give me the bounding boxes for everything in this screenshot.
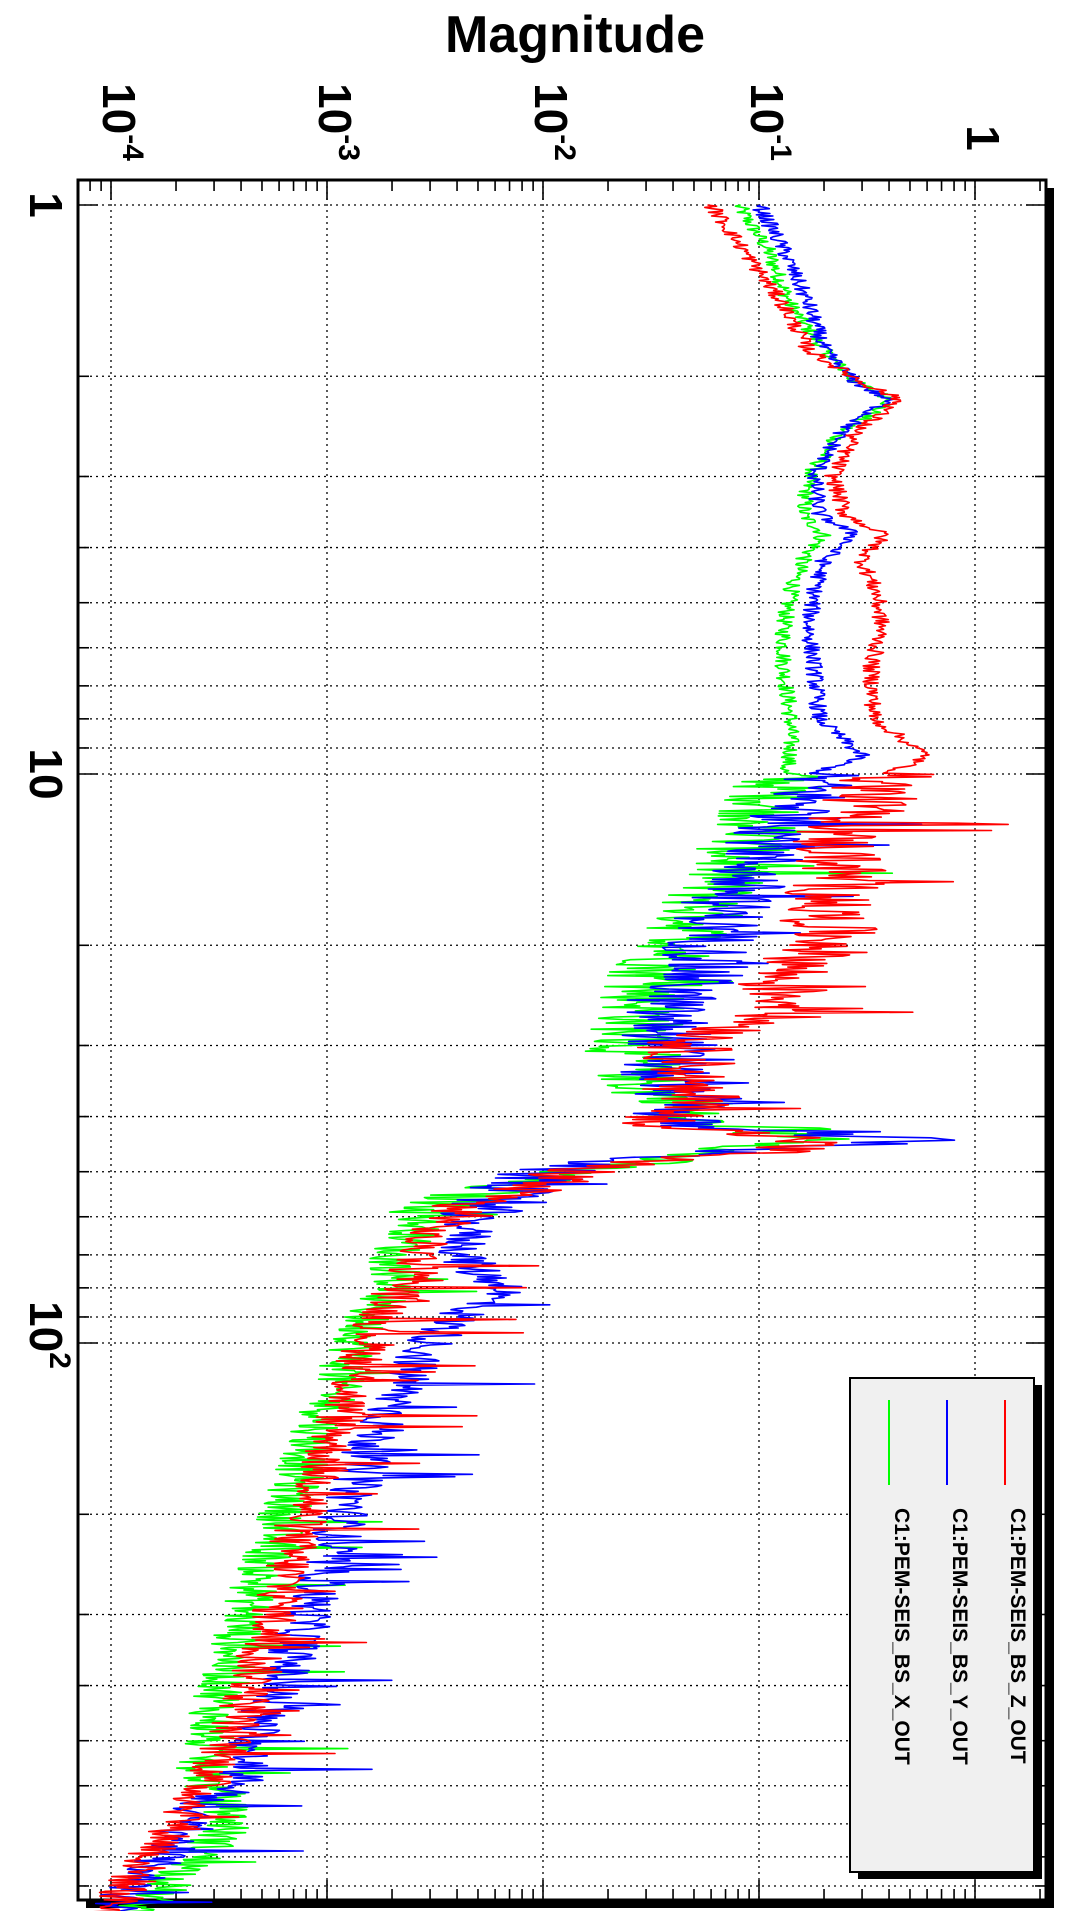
x-tick-labels: 1 10 102 <box>20 192 76 1369</box>
y-tick-label-text: 10-4 <box>93 83 149 161</box>
y-tick-label: 10-3 <box>309 83 365 161</box>
y-tick-label-exponent: -2 <box>548 134 581 161</box>
grid-lines <box>78 180 1046 1900</box>
x-tick-label-text: 1 <box>20 192 72 218</box>
y-tick-label: 1 <box>957 125 1009 151</box>
legend-entry: C1:PEM-SEIS_BS_X_OUT <box>890 1508 913 1765</box>
legend: C1:PEM-SEIS_BS_Z_OUT C1:PEM-SEIS_BS_Y_OUT… <box>849 1377 1042 1879</box>
axis-ticks <box>78 180 1046 1900</box>
y-tick-label-text: 10-1 <box>741 83 797 161</box>
x-tick-label: 1 <box>20 192 72 218</box>
y-tick-label: 10-4 <box>93 83 149 161</box>
legend-label: C1:PEM-SEIS_BS_X_OUT <box>890 1508 913 1765</box>
legend-label: C1:PEM-SEIS_BS_Z_OUT <box>1006 1508 1029 1764</box>
y-tick-label-exponent: -1 <box>764 134 797 161</box>
legend-label: C1:PEM-SEIS_BS_Y_OUT <box>948 1508 971 1765</box>
y-tick-label-text: 10-3 <box>309 83 365 161</box>
x-tick-label-exponent: 2 <box>43 1352 76 1369</box>
y-tick-label: 10-1 <box>741 83 797 161</box>
x-tick-label: 102 <box>20 1301 76 1369</box>
x-tick-label: 10 <box>20 748 72 799</box>
legend-entry: C1:PEM-SEIS_BS_Y_OUT <box>948 1508 971 1765</box>
y-axis-title: Magnitude <box>445 6 705 64</box>
series-line-C1:PEM-SEIS_BS_Z_OUT <box>93 204 1010 1911</box>
series-layer <box>93 204 1010 1911</box>
y-tick-label-text: 1 <box>957 125 1009 151</box>
legend-box <box>849 1377 1035 1873</box>
y-tick-label-text: 10-2 <box>525 83 581 161</box>
y-tick-label-exponent: -3 <box>332 134 365 161</box>
y-tick-label-exponent: -4 <box>116 134 149 161</box>
legend-entry: C1:PEM-SEIS_BS_Z_OUT <box>1006 1508 1029 1764</box>
y-tick-label: 10-2 <box>525 83 581 161</box>
y-tick-labels: 1 10-1 10-2 10-3 10-4 <box>93 83 1009 161</box>
x-tick-label-text: 102 <box>20 1301 76 1369</box>
x-tick-label-text: 10 <box>20 748 72 799</box>
